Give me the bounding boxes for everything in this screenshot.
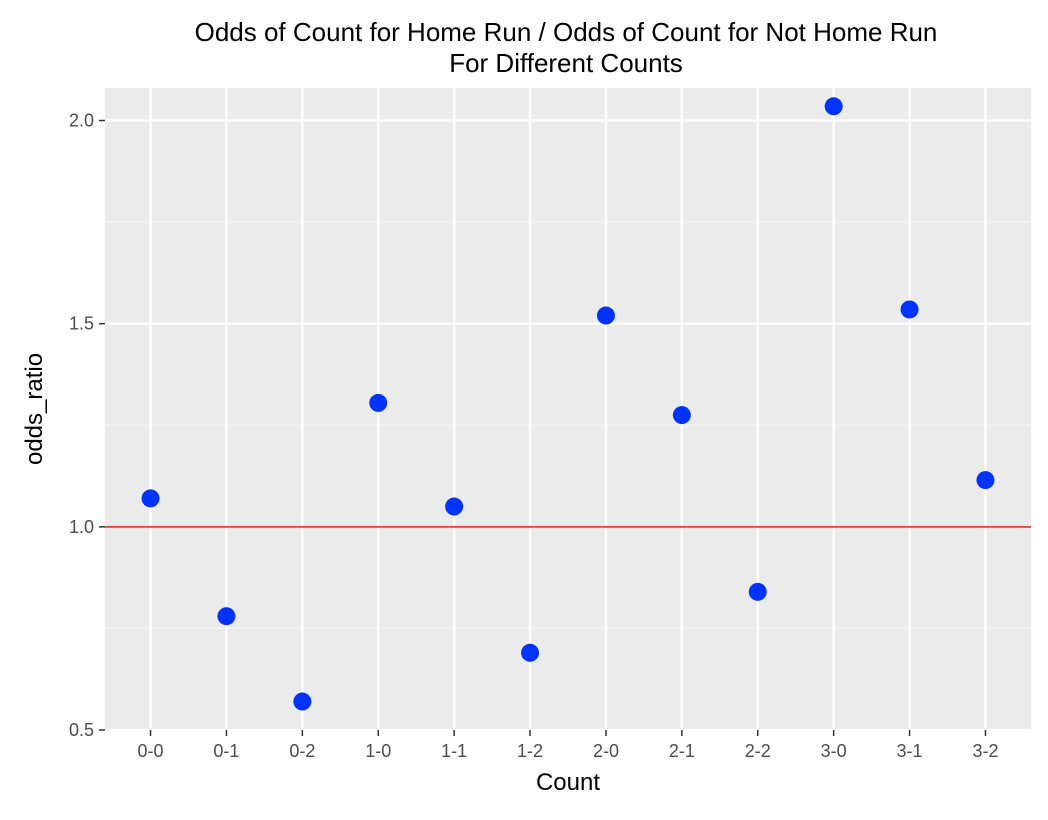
- data-point-2-2: [748, 582, 767, 601]
- x-tick-label: 0-0: [138, 741, 164, 761]
- data-point-3-2: [976, 471, 995, 490]
- x-tick-label: 1-0: [365, 741, 391, 761]
- x-tick-label: 3-1: [897, 741, 923, 761]
- y-tick-label: 1.5: [69, 314, 94, 334]
- x-tick-label: 0-2: [289, 741, 315, 761]
- chart-subtitle: For Different Counts: [449, 48, 683, 78]
- x-tick-label: 2-2: [745, 741, 771, 761]
- data-point-2-1: [672, 406, 691, 425]
- data-point-0-1: [217, 607, 236, 626]
- x-tick-label: 2-0: [593, 741, 619, 761]
- minor-gridlines: [105, 221, 1031, 630]
- x-tick-label: 3-2: [972, 741, 998, 761]
- data-point-3-1: [900, 300, 919, 319]
- data-point-0-0: [141, 489, 160, 508]
- data-point-0-2: [293, 692, 312, 711]
- x-tick-label: 0-1: [213, 741, 239, 761]
- x-tick-label: 1-1: [441, 741, 467, 761]
- y-tick-label: 1.0: [69, 517, 94, 537]
- data-point-3-0: [824, 97, 843, 116]
- y-tick-label: 2.0: [69, 111, 94, 131]
- x-axis-title: Count: [536, 769, 600, 796]
- data-point-1-0: [369, 393, 388, 412]
- data-point-1-1: [445, 497, 464, 516]
- data-point-2-0: [596, 306, 615, 325]
- y-tick-label: 0.5: [69, 720, 94, 740]
- plot-panel: [105, 88, 1031, 730]
- x-tick-label: 2-1: [669, 741, 695, 761]
- chart-title: Odds of Count for Home Run / Odds of Cou…: [195, 17, 938, 47]
- y-axis-title: odds_ratio: [21, 353, 48, 465]
- data-points: [141, 97, 995, 711]
- x-tick-label: 3-0: [821, 741, 847, 761]
- x-axis-ticks: 0-0 0-1 0-2 1-0 1-1 1-2 2-0 2-1 2-2 3-0 3-1 3-2: [138, 730, 998, 761]
- x-tick-label: 1-2: [517, 741, 543, 761]
- data-point-1-2: [521, 643, 540, 662]
- y-axis-ticks: 0.5 1.0 1.5 2.0: [69, 111, 105, 740]
